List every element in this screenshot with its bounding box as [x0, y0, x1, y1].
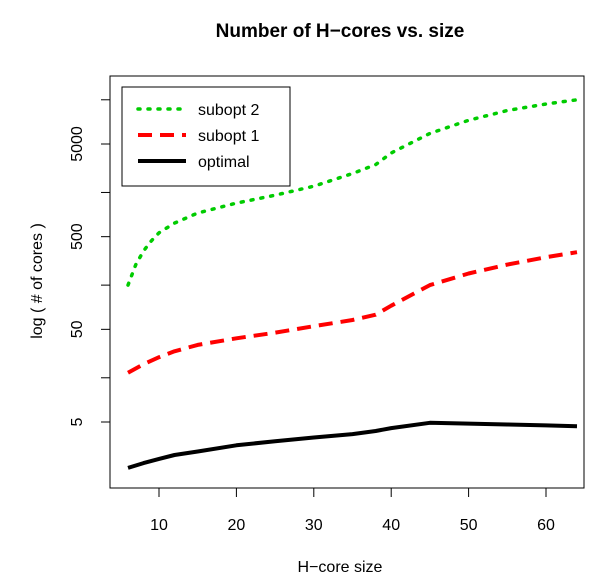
x-tick-label: 10	[150, 517, 168, 534]
chart-title: Number of H−cores vs. size	[216, 21, 465, 42]
y-tick-label: 5000	[69, 126, 86, 162]
y-tick-label: 500	[69, 223, 86, 250]
series-line-1	[126, 98, 579, 287]
x-axis: 10 20 30 40 50 60	[150, 487, 555, 534]
legend-label-1: subopt 2	[198, 102, 259, 119]
legend-label-2: subopt 1	[198, 128, 259, 145]
x-tick-label: 30	[305, 517, 323, 534]
x-tick-label: 60	[537, 517, 555, 534]
series-layer	[126, 98, 579, 470]
series-line-2	[127, 250, 578, 375]
y-axis: 5 50 500 5000	[69, 99, 111, 426]
x-tick-label: 20	[228, 517, 246, 534]
x-axis-label: H−core size	[298, 559, 383, 576]
x-tick-label: 50	[460, 517, 478, 534]
x-tick-label: 40	[382, 517, 400, 534]
y-axis-label: log ( # of cores )	[29, 223, 46, 339]
series-line-3	[127, 420, 578, 470]
legend-label-3: optimal	[198, 154, 250, 171]
legend: subopt 2 subopt 1 optimal	[121, 86, 291, 187]
y-tick-label: 50	[69, 320, 86, 338]
y-tick-label: 5	[69, 417, 86, 426]
